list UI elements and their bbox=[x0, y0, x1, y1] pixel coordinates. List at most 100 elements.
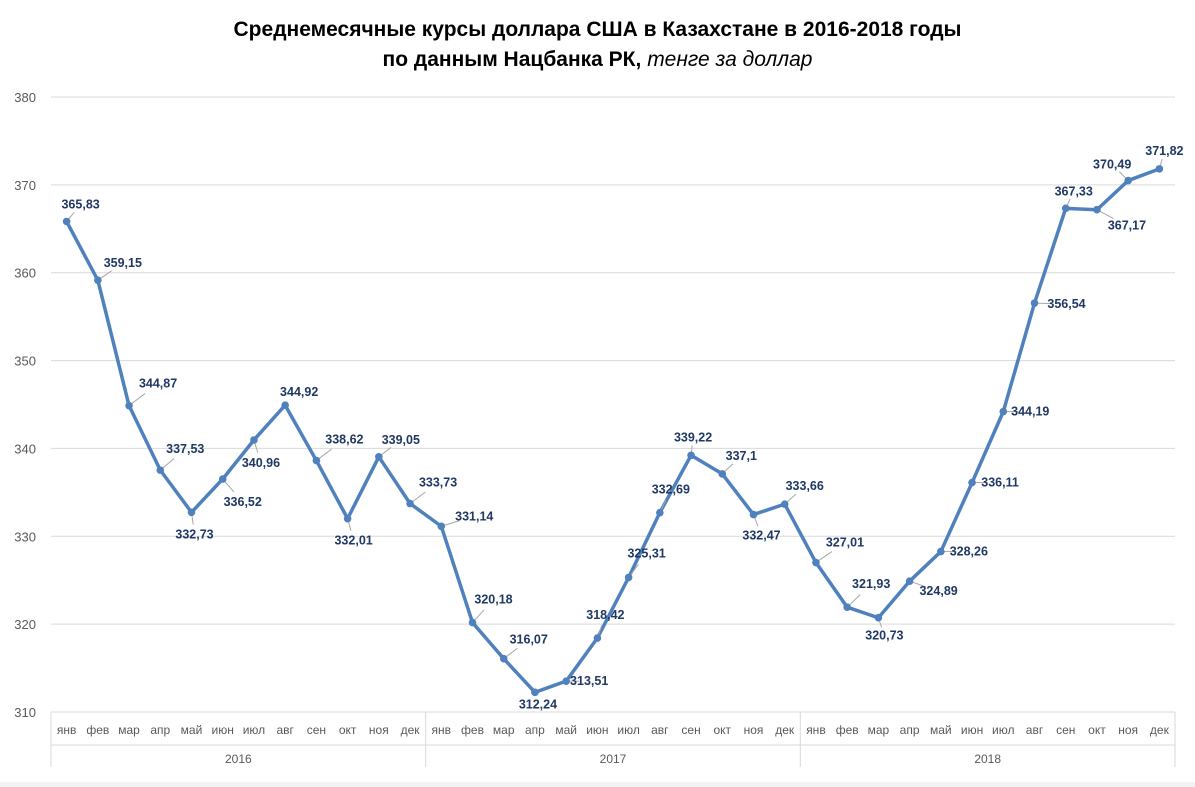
data-label: 365,83 bbox=[61, 197, 99, 211]
y-tick-label: 310 bbox=[14, 705, 36, 720]
data-label: 367,17 bbox=[1108, 219, 1146, 233]
x-tick-label: июн bbox=[212, 723, 234, 737]
x-tick-label: окт bbox=[339, 723, 357, 737]
y-tick-label: 350 bbox=[14, 354, 36, 369]
x-tick-label: авг bbox=[1026, 723, 1044, 737]
data-label: 321,93 bbox=[852, 577, 890, 591]
data-label: 312,24 bbox=[519, 697, 557, 711]
x-tick-label: фев bbox=[836, 723, 859, 737]
data-point bbox=[749, 510, 758, 519]
data-point bbox=[1061, 204, 1070, 213]
data-point bbox=[437, 522, 446, 531]
year-label: 2016 bbox=[225, 752, 252, 766]
data-point bbox=[687, 451, 695, 460]
x-tick-label: янв bbox=[432, 723, 452, 737]
x-tick-label: дек bbox=[401, 723, 421, 737]
x-tick-label: ноя bbox=[744, 723, 764, 737]
x-tick-label: апр bbox=[900, 723, 920, 737]
data-label: 338,62 bbox=[325, 433, 363, 447]
x-tick-label: дек bbox=[775, 723, 795, 737]
data-point bbox=[1124, 176, 1132, 185]
data-label: 327,01 bbox=[826, 536, 864, 550]
x-tick-label: фев bbox=[461, 723, 484, 737]
data-point bbox=[593, 634, 602, 642]
data-label: 325,31 bbox=[627, 546, 665, 560]
data-label: 320,73 bbox=[865, 629, 903, 643]
x-tick-label: сен bbox=[307, 723, 326, 737]
x-tick-label: мар bbox=[118, 723, 140, 737]
x-tick-label: ноя bbox=[369, 723, 389, 737]
y-tick-label: 320 bbox=[14, 617, 36, 632]
data-point bbox=[624, 573, 633, 582]
data-label: 367,33 bbox=[1055, 184, 1093, 198]
data-point bbox=[531, 688, 539, 697]
data-label: 371,82 bbox=[1145, 144, 1183, 158]
x-tick-label: дек bbox=[1150, 723, 1170, 737]
data-label: 333,66 bbox=[786, 479, 824, 493]
data-point bbox=[312, 456, 321, 465]
data-label: 328,26 bbox=[950, 545, 988, 559]
data-label: 316,07 bbox=[510, 633, 548, 647]
data-label: 324,89 bbox=[919, 584, 957, 598]
chart-title-bold: по данным Нацбанка РК, bbox=[382, 48, 642, 71]
data-label: 332,69 bbox=[652, 483, 690, 497]
data-label: 331,14 bbox=[455, 509, 493, 523]
x-tick-label: апр bbox=[525, 723, 545, 737]
data-label: 336,52 bbox=[224, 495, 262, 509]
data-point bbox=[780, 500, 789, 508]
data-point bbox=[187, 508, 196, 517]
data-label: 340,96 bbox=[242, 456, 280, 470]
x-tick-label: июн bbox=[586, 723, 608, 737]
data-point bbox=[343, 514, 352, 523]
x-tick-label: май bbox=[555, 723, 577, 737]
data-label: 344,87 bbox=[139, 377, 177, 391]
x-tick-label: мар bbox=[493, 723, 515, 737]
data-point bbox=[843, 603, 851, 611]
data-label: 337,1 bbox=[726, 449, 757, 463]
chart-title-line1: Среднемесячные курсы доллара США в Казах… bbox=[233, 18, 962, 41]
data-point bbox=[968, 478, 976, 487]
data-label: 336,11 bbox=[981, 476, 1019, 490]
x-tick-label: ноя bbox=[1118, 723, 1138, 737]
data-point bbox=[499, 654, 508, 663]
data-label: 339,05 bbox=[382, 433, 420, 447]
data-point bbox=[905, 577, 914, 585]
data-label: 332,47 bbox=[742, 529, 780, 543]
x-tick-label: сен bbox=[681, 723, 700, 737]
data-point bbox=[718, 470, 727, 478]
y-tick-label: 370 bbox=[14, 178, 36, 193]
data-point bbox=[62, 217, 71, 226]
year-label: 2017 bbox=[600, 752, 627, 766]
series-line bbox=[65, 167, 1161, 695]
x-tick-label: янв bbox=[57, 723, 77, 737]
bottom-strip bbox=[0, 782, 1195, 787]
data-label: 344,92 bbox=[280, 385, 318, 399]
x-tick-label: июн bbox=[961, 723, 983, 737]
y-tick-label: 380 bbox=[14, 90, 36, 105]
data-label: 344,19 bbox=[1011, 405, 1049, 419]
y-tick-label: 330 bbox=[14, 529, 36, 544]
x-tick-label: окт bbox=[713, 723, 731, 737]
data-point bbox=[281, 401, 289, 410]
x-tick-label: окт bbox=[1088, 723, 1106, 737]
y-tick-label: 360 bbox=[14, 266, 36, 281]
data-label: 333,73 bbox=[419, 476, 457, 490]
x-tick-label: авг bbox=[276, 723, 294, 737]
data-label: 320,18 bbox=[474, 593, 512, 607]
data-point bbox=[562, 677, 570, 685]
data-label: 339,22 bbox=[674, 430, 712, 444]
data-point bbox=[375, 452, 383, 461]
data-point bbox=[1155, 165, 1164, 173]
data-point bbox=[874, 613, 883, 622]
x-tick-label: июл bbox=[243, 723, 265, 737]
data-point bbox=[1030, 299, 1039, 307]
x-tick-label: июл bbox=[992, 723, 1014, 737]
data-point bbox=[656, 508, 664, 517]
x-tick-label: сен bbox=[1056, 723, 1075, 737]
x-tick-label: апр bbox=[150, 723, 170, 737]
data-label: 356,54 bbox=[1047, 297, 1085, 311]
data-point bbox=[812, 558, 820, 567]
x-tick-label: мар bbox=[868, 723, 890, 737]
data-label: 337,53 bbox=[166, 442, 204, 456]
